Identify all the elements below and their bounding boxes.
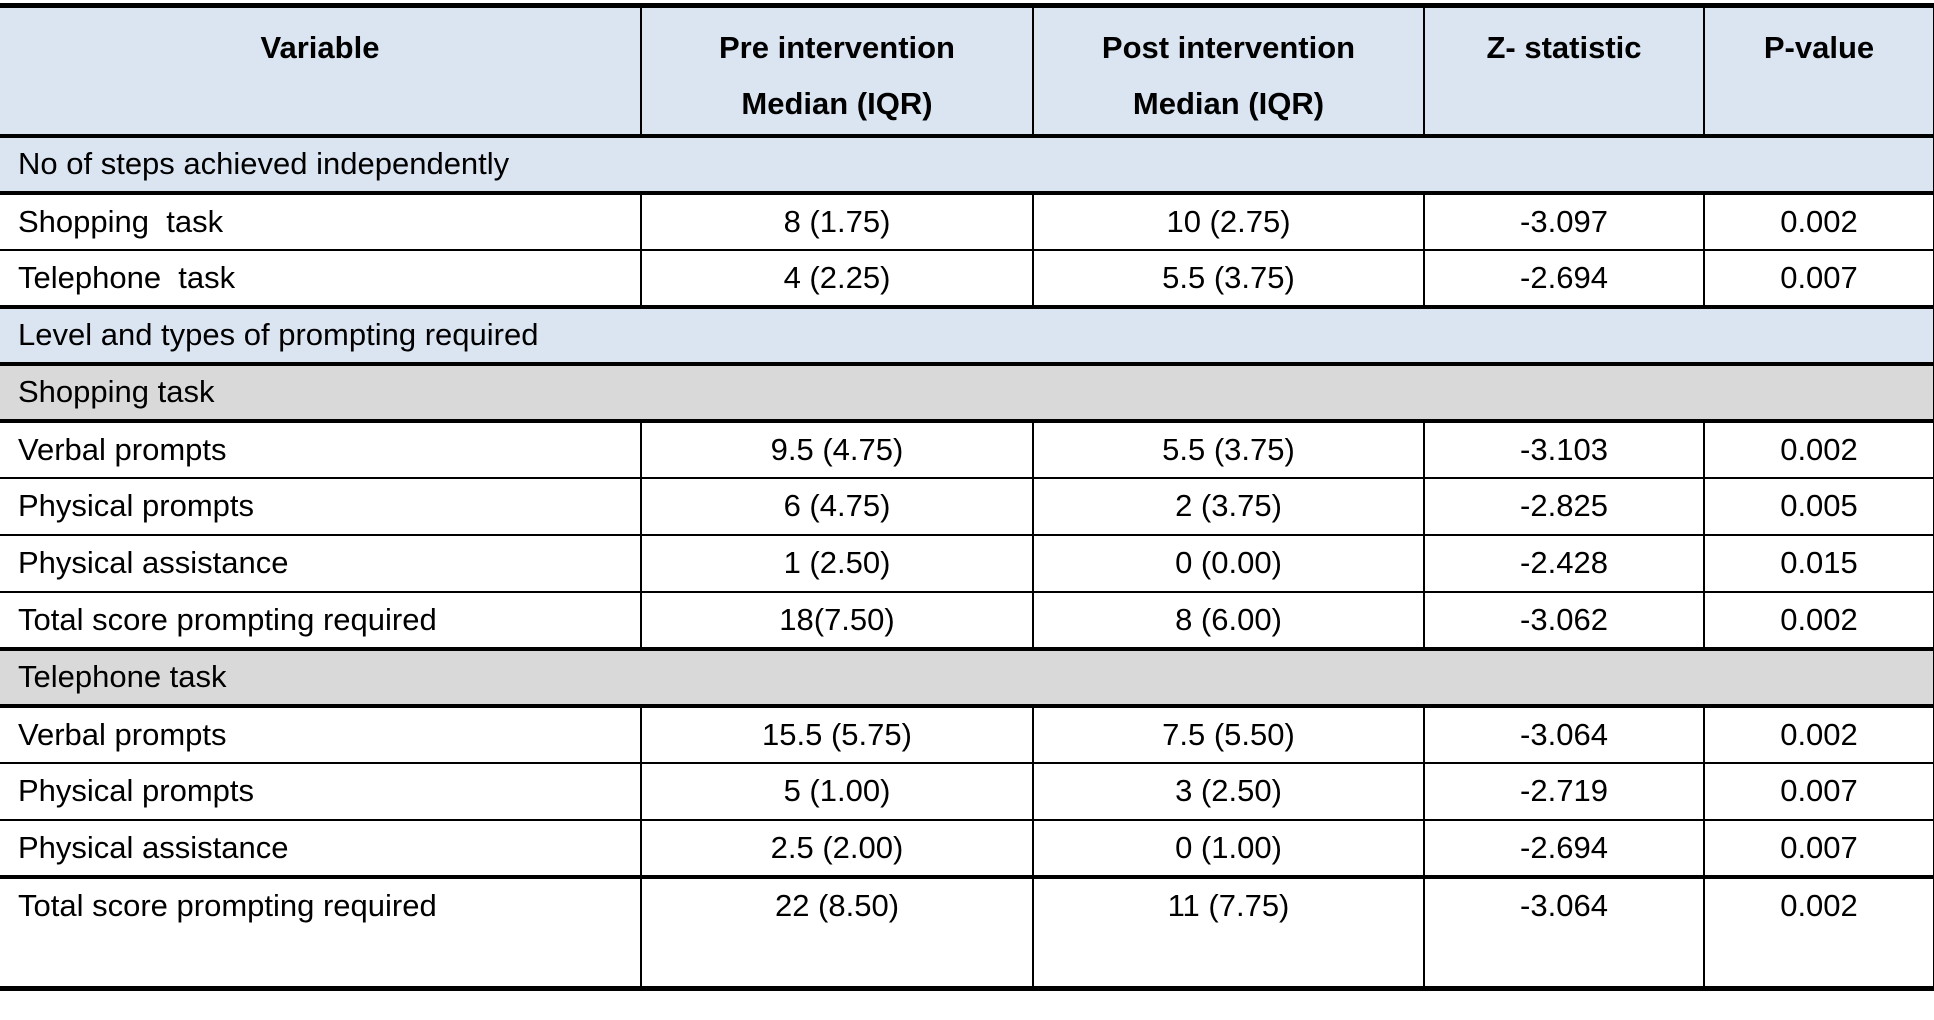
variable-cell: Verbal prompts <box>0 704 642 764</box>
post-value-cell: 3 (2.50) <box>1032 761 1425 821</box>
z-value-cell: -2.428 <box>1423 533 1705 593</box>
pre-value-cell: 9.5 (4.75) <box>640 419 1034 479</box>
pre-value-cell: 5 (1.00) <box>640 761 1034 821</box>
post-value-cell: 8 (6.00) <box>1032 590 1425 650</box>
header-row: Variable Pre intervention Median (IQR) P… <box>0 3 1934 138</box>
pre-value-cell: 2.5 (2.00) <box>640 818 1034 878</box>
post-value-cell: 2 (3.75) <box>1032 476 1425 536</box>
z-value-cell: -3.062 <box>1423 590 1705 650</box>
table-row: Total score prompting required 22 (8.50) 1… <box>0 874 1934 991</box>
p-value-cell: 0.005 <box>1703 476 1934 536</box>
pre-value-cell: 22 (8.50) <box>640 874 1034 991</box>
p-value-cell: 0.002 <box>1703 191 1934 251</box>
variable-cell: Physical prompts <box>0 476 642 536</box>
section-header-row: Level and types of prompting required <box>0 304 1934 366</box>
section-header-label: Level and types of prompting required <box>0 304 1934 366</box>
pre-value-cell: 15.5 (5.75) <box>640 704 1034 764</box>
pre-value-cell: 4 (2.25) <box>640 248 1034 308</box>
p-value-cell: 0.007 <box>1703 248 1934 308</box>
z-value-cell: -3.097 <box>1423 191 1705 251</box>
variable-cell: Telephone task <box>0 248 642 308</box>
table-row: Verbal prompts 15.5 (5.75) 7.5 (5.50) -3.06… <box>0 704 1934 764</box>
pre-value-cell: 8 (1.75) <box>640 191 1034 251</box>
p-value-cell: 0.007 <box>1703 761 1934 821</box>
post-value-cell: 0 (0.00) <box>1032 533 1425 593</box>
z-value-cell: -2.694 <box>1423 818 1705 878</box>
post-value-cell: 0 (1.00) <box>1032 818 1425 878</box>
variable-cell: Total score prompting required <box>0 874 642 991</box>
p-value-cell: 0.002 <box>1703 874 1934 991</box>
post-value-cell: 5.5 (3.75) <box>1032 248 1425 308</box>
variable-cell: Total score prompting required <box>0 590 642 650</box>
variable-cell: Shopping task <box>0 191 642 251</box>
p-value-cell: 0.002 <box>1703 590 1934 650</box>
section-header-row: Telephone task <box>0 646 1934 708</box>
p-value-cell: 0.002 <box>1703 419 1934 479</box>
z-value-cell: -3.103 <box>1423 419 1705 479</box>
pre-value-cell: 18(7.50) <box>640 590 1034 650</box>
p-value-cell: 0.015 <box>1703 533 1934 593</box>
table-row: Physical assistance 1 (2.50) 0 (0.00) -2.42… <box>0 533 1934 593</box>
section-header-label: Shopping task <box>0 361 1934 423</box>
post-value-cell: 10 (2.75) <box>1032 191 1425 251</box>
p-value-cell: 0.002 <box>1703 704 1934 764</box>
section-header-label: No of steps achieved independently <box>0 133 1934 195</box>
post-value-cell: 7.5 (5.50) <box>1032 704 1425 764</box>
post-value-cell: 11 (7.75) <box>1032 874 1425 991</box>
z-value-cell: -3.064 <box>1423 874 1705 991</box>
z-value-cell: -2.719 <box>1423 761 1705 821</box>
variable-cell: Physical assistance <box>0 818 642 878</box>
table-row: Shopping task 8 (1.75) 10 (2.75) -3.097 0.00… <box>0 191 1934 251</box>
section-header-row: No of steps achieved independently <box>0 133 1934 195</box>
z-value-cell: -3.064 <box>1423 704 1705 764</box>
intervention-results-table: Variable Pre intervention Median (IQR) P… <box>0 3 1934 991</box>
pre-value-cell: 1 (2.50) <box>640 533 1034 593</box>
column-header-z-statistic: Z- statistic <box>1423 3 1705 138</box>
post-value-cell: 5.5 (3.75) <box>1032 419 1425 479</box>
table-row: Verbal prompts 9.5 (4.75) 5.5 (3.75) -3.103… <box>0 419 1934 479</box>
table-row: Telephone task 4 (2.25) 5.5 (3.75) -2.694 0.… <box>0 248 1934 308</box>
p-value-cell: 0.007 <box>1703 818 1934 878</box>
table-row: Total score prompting required 18(7.50) 8 … <box>0 590 1934 650</box>
z-value-cell: -2.694 <box>1423 248 1705 308</box>
column-header-variable: Variable <box>0 3 642 138</box>
z-value-cell: -2.825 <box>1423 476 1705 536</box>
variable-cell: Physical assistance <box>0 533 642 593</box>
section-header-label: Telephone task <box>0 646 1934 708</box>
table-row: Physical prompts 6 (4.75) 2 (3.75) -2.825 0.… <box>0 476 1934 536</box>
pre-value-cell: 6 (4.75) <box>640 476 1034 536</box>
variable-cell: Physical prompts <box>0 761 642 821</box>
variable-cell: Verbal prompts <box>0 419 642 479</box>
column-header-post-intervention: Post intervention Median (IQR) <box>1032 3 1425 138</box>
table-row: Physical prompts 5 (1.00) 3 (2.50) -2.719 0.… <box>0 761 1934 821</box>
table-row: Physical assistance 2.5 (2.00) 0 (1.00) -2.… <box>0 818 1934 878</box>
table-header: Variable Pre intervention Median (IQR) P… <box>0 3 1934 138</box>
section-header-row: Shopping task <box>0 361 1934 423</box>
column-header-p-value: P-value <box>1703 3 1934 138</box>
table-body: No of steps achieved independently Shoppi… <box>0 133 1934 991</box>
column-header-pre-intervention: Pre intervention Median (IQR) <box>640 3 1034 138</box>
